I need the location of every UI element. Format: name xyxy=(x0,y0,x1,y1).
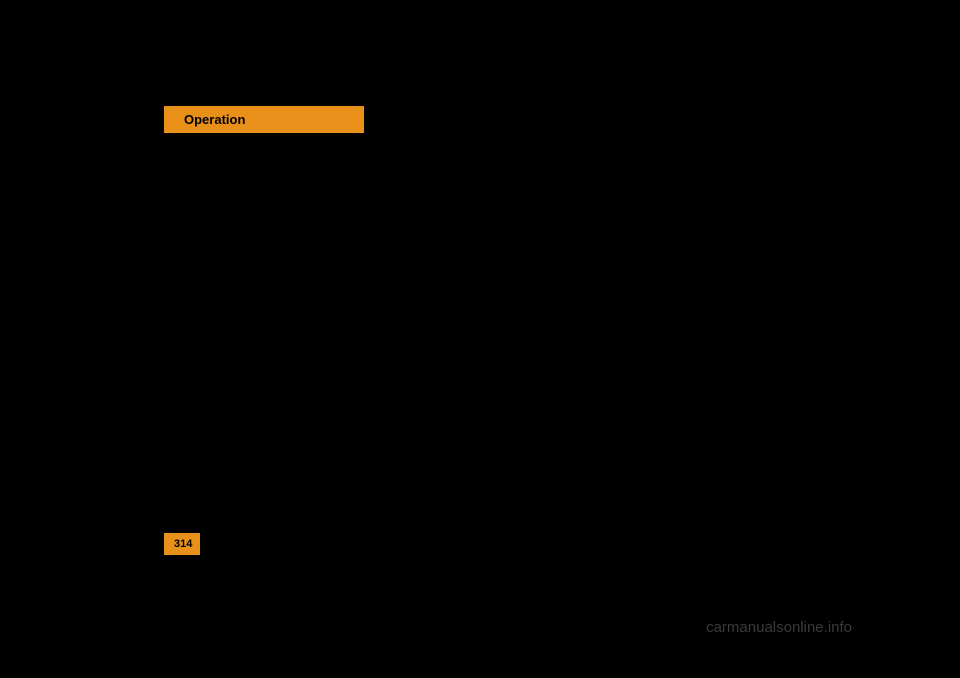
watermark-text: carmanualsonline.info xyxy=(706,619,852,636)
section-header: Operation xyxy=(164,106,364,133)
page-number: 314 xyxy=(164,533,200,555)
